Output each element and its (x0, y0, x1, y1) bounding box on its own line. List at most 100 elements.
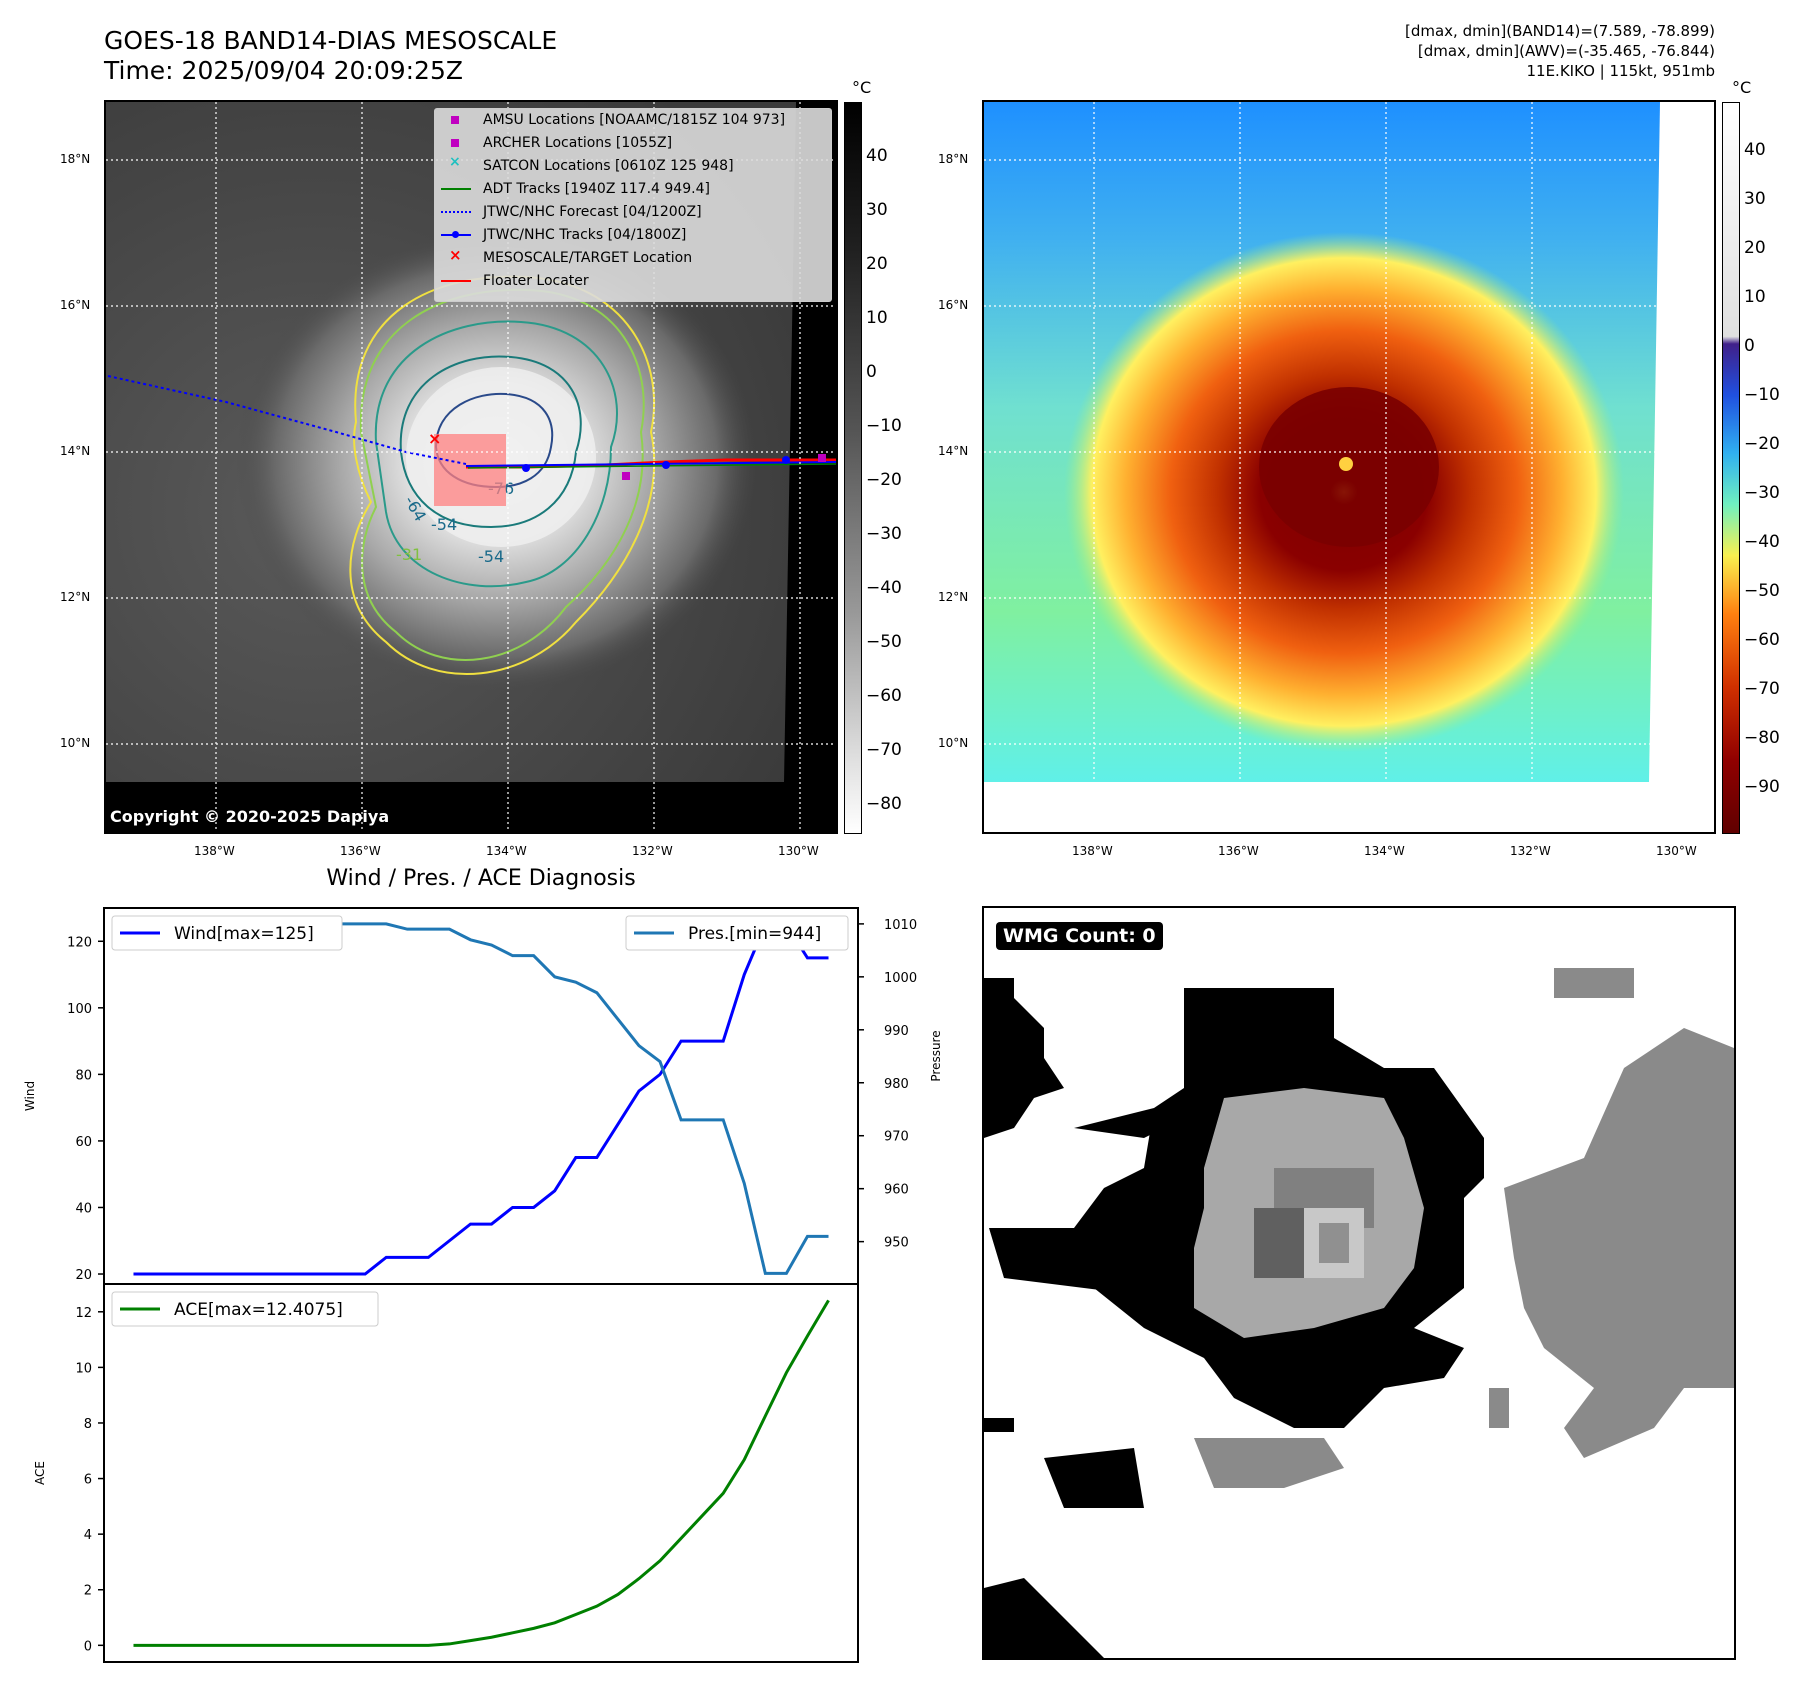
ace-legend-label: ACE[max=12.4075] (174, 1300, 343, 1320)
pres-ytick-label: 950 (884, 1236, 909, 1251)
wind-legend-box (111, 915, 343, 951)
color-cb-tick: −90 (1744, 777, 1780, 797)
pres-ytick-label: 1000 (884, 971, 917, 986)
meta-storm: 11E.KIKO | 115kt, 951mb (1526, 62, 1715, 80)
color-cb-tick: −50 (1744, 581, 1780, 601)
meta-awv: [dmax, dmin](AWV)=(-35.465, -76.844) (1417, 42, 1715, 60)
contour-inner (399, 355, 582, 529)
wind-axis-label: Wind (23, 1081, 37, 1111)
lat-tick: 12°N (60, 590, 91, 604)
color-cb-tick: −70 (1744, 679, 1780, 699)
wind-ytick-label: 40 (75, 1201, 92, 1216)
archer-marker (818, 454, 826, 462)
lat-tick: 16°N (60, 298, 91, 312)
lon-tick: 130°W (1656, 844, 1697, 858)
color-cb-tick: 30 (1744, 189, 1766, 209)
wind-ytick-label: 120 (67, 935, 92, 950)
ir-cb-tick: −70 (866, 740, 902, 760)
lat-tick: 12°N (938, 590, 969, 604)
wind-ytick-label: 60 (75, 1135, 92, 1150)
eye-spot (1339, 457, 1353, 471)
legend-forecast: JTWC/NHC Forecast [04/1200Z] (483, 204, 702, 220)
wmg-count-badge: WMG Count: 0 (996, 922, 1163, 950)
ir-cb-tick: −40 (866, 578, 902, 598)
wmg-black-patch (984, 978, 1064, 1138)
color-map-svg (984, 102, 1714, 782)
ace-ytick-label: 6 (84, 1473, 92, 1488)
legend-target: MESOSCALE/TARGET Location (483, 250, 693, 266)
lon-tick: 132°W (1510, 844, 1551, 858)
legend-track: JTWC/NHC Tracks [04/1800Z] (483, 227, 687, 243)
ir-cb-tick: −30 (866, 524, 902, 544)
color-cb-tick: −60 (1744, 630, 1780, 650)
no-data-strip (106, 782, 836, 832)
ace-ytick-label: 8 (84, 1417, 92, 1432)
color-colorbar-unit: °C (1732, 78, 1752, 97)
lat-tick: 18°N (938, 152, 969, 166)
wind-ytick-label: 100 (67, 1002, 92, 1017)
ir-cb-tick: 30 (866, 200, 888, 220)
ir-cb-tick: −10 (866, 416, 902, 436)
lon-tick: 134°W (1364, 844, 1405, 858)
lon-tick: 138°W (194, 844, 235, 858)
legend-archer: ARCHER Locations [1055Z] (483, 135, 673, 151)
color-cb-tick: 20 (1744, 238, 1766, 258)
pres-ytick-label: 1010 (884, 918, 917, 933)
ace-ytick-label: 4 (84, 1528, 92, 1543)
ace-ytick-label: 10 (75, 1361, 92, 1376)
floater-legend-icon (441, 280, 471, 282)
ace-legend-box (111, 1291, 379, 1327)
ace-ytick-label: 12 (75, 1306, 92, 1321)
floater-locater-box (434, 434, 506, 506)
lat-tick: 14°N (938, 444, 969, 458)
adt-legend-icon (441, 188, 471, 190)
color-cb-tick: −40 (1744, 532, 1780, 552)
ir-cb-tick: −60 (866, 686, 902, 706)
legend-amsu: AMSU Locations [NOAAMC/1815Z 104 973] (483, 112, 786, 128)
lon-tick: 138°W (1072, 844, 1113, 858)
pressure-series-line (133, 922, 829, 1275)
diagnosis-title: Wind / Pres. / ACE Diagnosis (326, 866, 636, 891)
ir-legend: AMSU Locations [NOAAMC/1815Z 104 973] AR… (434, 108, 832, 302)
wind-legend-label: Wind[max=125] (174, 924, 314, 944)
jtwc-track-point (782, 456, 790, 464)
wmg-panel: WMG Count: 0 (982, 906, 1736, 1660)
lat-tick: 10°N (938, 736, 969, 750)
pres-ytick-label: 990 (884, 1024, 909, 1039)
contour-label: -54 (478, 547, 504, 566)
target-location-marker: × (428, 429, 441, 448)
ir-cb-tick: 40 (866, 146, 888, 166)
lat-tick: 14°N (60, 444, 91, 458)
lat-tick: 10°N (60, 736, 91, 750)
pres-ytick-label: 980 (884, 1077, 909, 1092)
meta-band14: [dmax, dmin](BAND14)=(7.589, -78.899) (1404, 22, 1715, 40)
wind-ytick-label: 20 (75, 1268, 92, 1283)
color-cb-tick: −20 (1744, 434, 1780, 454)
amsu-legend-icon (451, 116, 459, 124)
ir-cb-tick: 20 (866, 254, 888, 274)
lon-tick: 136°W (1218, 844, 1259, 858)
amsu-marker (622, 472, 630, 480)
jtwc-track-point (662, 461, 670, 469)
color-cb-tick: 40 (1744, 140, 1766, 160)
forecast-track-line (107, 375, 467, 465)
pres-legend-label: Pres.[min=944] (688, 924, 821, 944)
color-graticule (984, 102, 1714, 782)
color-cb-tick: −30 (1744, 483, 1780, 503)
pres-ytick-label: 970 (884, 1130, 909, 1145)
wmg-svg (984, 968, 1734, 1658)
ir-cb-tick: 0 (866, 362, 877, 382)
pres-legend-box (625, 915, 849, 951)
contour-teal (374, 320, 618, 588)
archer-legend-icon (451, 139, 459, 147)
lon-tick: 136°W (340, 844, 381, 858)
forecast-legend-icon (441, 211, 471, 213)
ace-series-line (133, 1299, 830, 1647)
contour-label: -54 (431, 515, 457, 534)
color-cb-tick: −10 (1744, 385, 1780, 405)
pres-ytick-label: 960 (884, 1183, 909, 1198)
lon-tick: 132°W (632, 844, 673, 858)
color-map-panel (982, 100, 1716, 834)
lat-tick: 18°N (60, 152, 91, 166)
color-cb-tick: −80 (1744, 728, 1780, 748)
